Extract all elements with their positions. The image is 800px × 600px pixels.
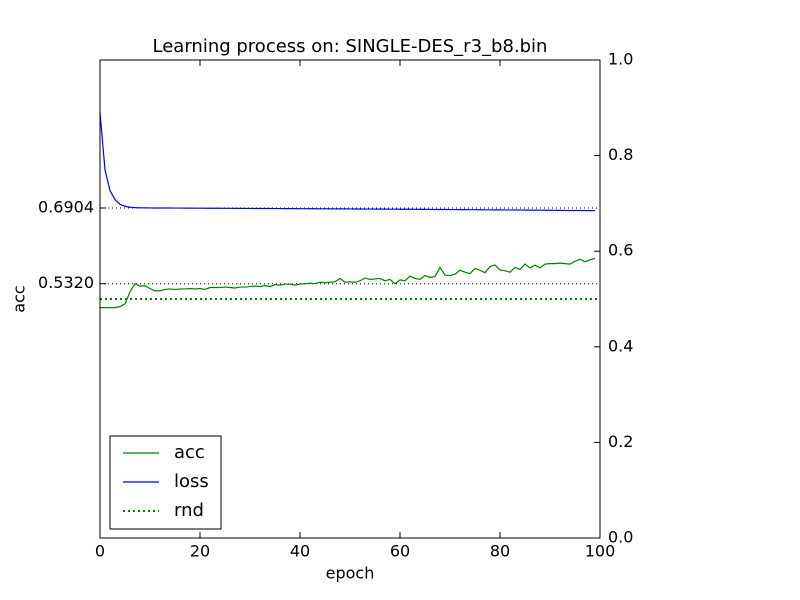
x-tick-label: 60 (390, 542, 410, 561)
y-tick-label: 0.6904 (38, 197, 94, 216)
series-line (99, 112, 596, 212)
y-axis-label: acc (10, 285, 29, 312)
x-axis-label: epoch (326, 564, 375, 583)
y2-tick-label: 0.0 (608, 528, 633, 547)
legend-label: acc (174, 442, 205, 463)
x-tick-label: 100 (585, 542, 616, 561)
legend-label: rnd (174, 500, 204, 521)
y2-tick-label: 1.0 (608, 50, 633, 69)
y2-tick-label: 0.2 (608, 432, 633, 451)
y2-tick-label: 0.4 (608, 336, 633, 355)
series-line (100, 257, 596, 309)
chart-title: Learning process on: SINGLE-DES_r3_b8.bi… (153, 36, 548, 57)
plot-frame (99, 59, 601, 539)
x-tick-label: 80 (490, 542, 510, 561)
x-tick-label: 0 (95, 542, 105, 561)
y-tick-label: 0.5320 (38, 273, 94, 292)
x-tick-label: 40 (290, 542, 310, 561)
y2-tick-label: 0.8 (608, 145, 633, 164)
x-tick-label: 20 (190, 542, 210, 561)
y2-tick-label: 0.6 (608, 241, 633, 260)
legend-label: loss (174, 471, 209, 492)
